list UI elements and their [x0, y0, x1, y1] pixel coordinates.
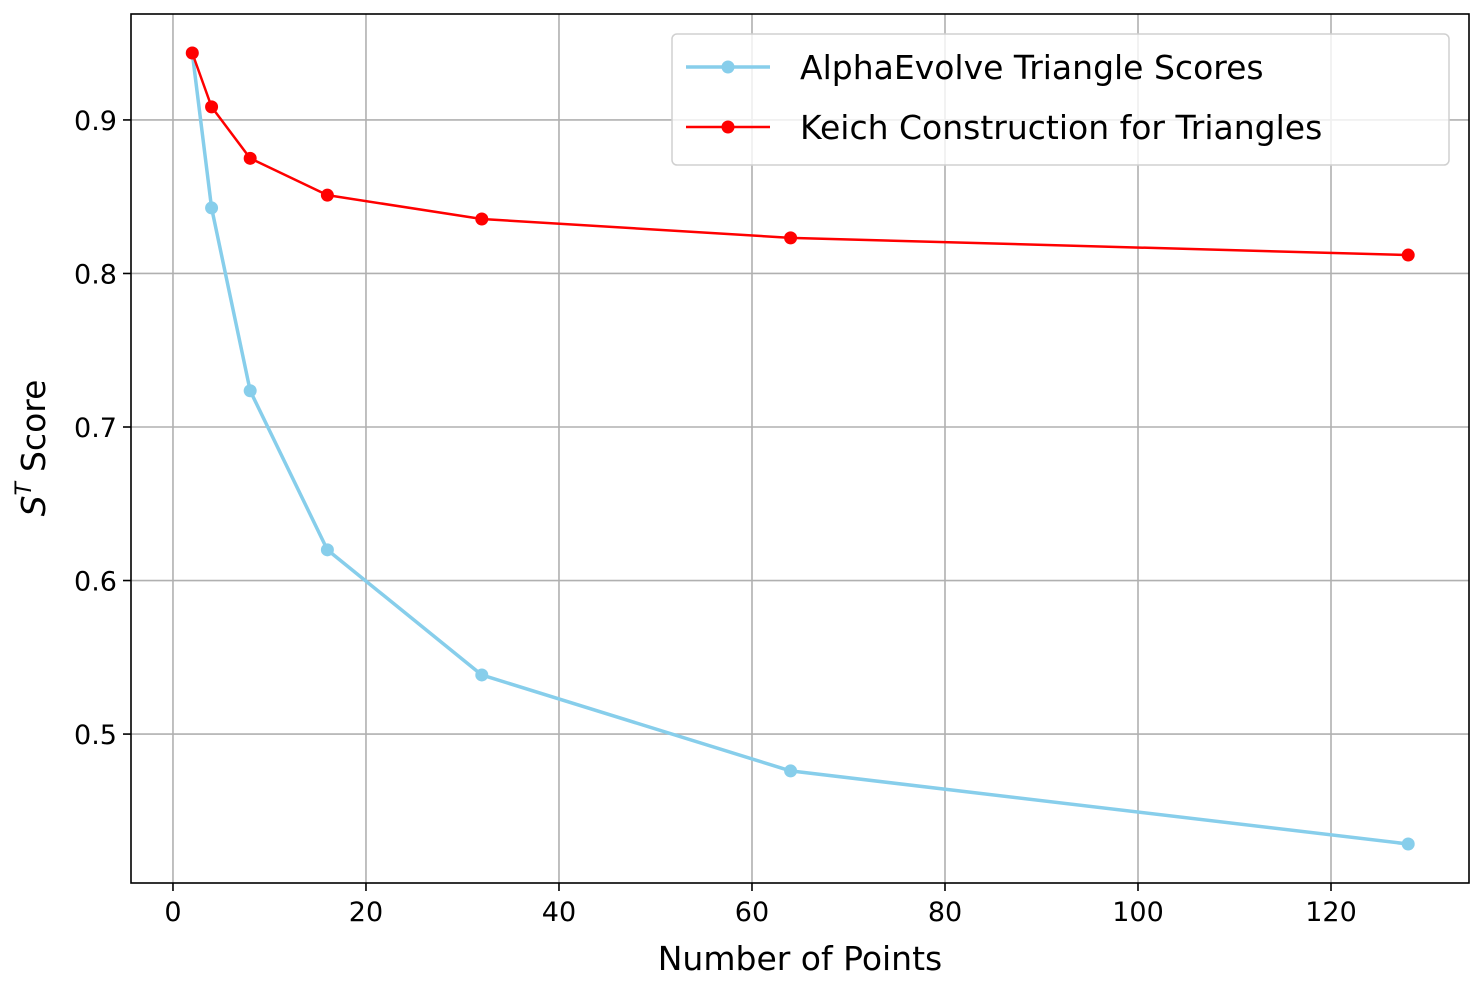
legend-marker-alphaevolve [721, 60, 735, 74]
x-tick-label: 100 [1112, 897, 1164, 928]
legend-box [671, 33, 1450, 166]
y-tick-label: 0.9 [74, 106, 117, 137]
x-tick-label: 80 [928, 897, 962, 928]
x-tick-label: 120 [1305, 897, 1357, 928]
legend-label-keich: Keich Construction for Triangles [800, 108, 1322, 147]
legend-label-alphaevolve: AlphaEvolve Triangle Scores [800, 48, 1264, 87]
x-tick-label: 20 [349, 897, 383, 928]
plot-frame [130, 13, 1470, 884]
data-point-1 [205, 100, 219, 114]
data-point-0 [475, 668, 489, 682]
x-axis-label: Number of Points [658, 939, 942, 978]
x-tick-label: 40 [542, 897, 576, 928]
ticks: 0 20 40 60 80 100 120 0.5 0.6 0.7 0.8 0.9 [74, 106, 1357, 928]
y-tick-label: 0.5 [74, 720, 117, 751]
data-point-1 [784, 231, 798, 245]
y-tick-label: 0.7 [74, 413, 117, 444]
x-tick-label: 0 [164, 897, 181, 928]
data-point-0 [1401, 837, 1415, 851]
data-point-1 [243, 151, 257, 165]
legend: AlphaEvolve Triangle Scores Keich Constr… [671, 33, 1450, 166]
y-tick-label: 0.6 [74, 567, 117, 598]
y-axis-label: STScore [12, 380, 53, 517]
series-layer [185, 46, 1415, 851]
data-point-0 [243, 384, 257, 398]
data-point-0 [205, 201, 219, 215]
data-point-1 [185, 46, 199, 60]
data-point-0 [320, 543, 334, 557]
legend-marker-keich [721, 120, 735, 134]
data-point-1 [1401, 248, 1415, 262]
data-point-1 [475, 212, 489, 226]
data-point-0 [784, 764, 798, 778]
y-tick-label: 0.8 [74, 259, 117, 290]
series-line-0 [190, 52, 1409, 846]
x-tick-label: 60 [735, 897, 769, 928]
data-point-1 [320, 188, 334, 202]
